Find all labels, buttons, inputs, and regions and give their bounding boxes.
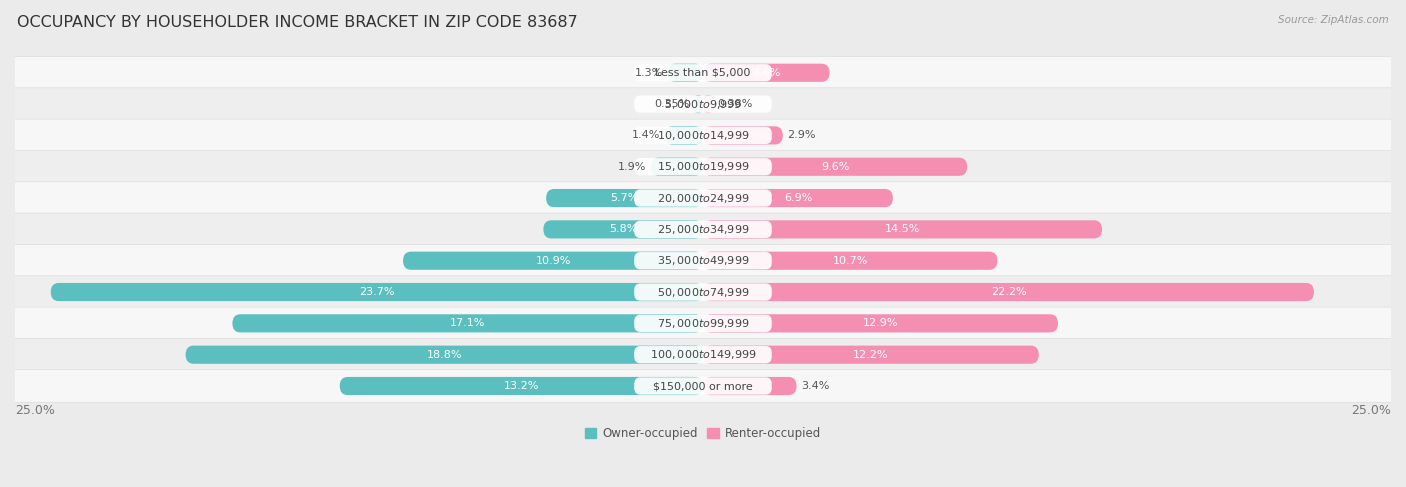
FancyBboxPatch shape xyxy=(634,315,772,332)
Text: 0.38%: 0.38% xyxy=(717,99,754,109)
Text: 14.5%: 14.5% xyxy=(884,225,920,234)
Text: 22.2%: 22.2% xyxy=(991,287,1026,297)
Text: 0.35%: 0.35% xyxy=(654,99,689,109)
Text: $150,000 or more: $150,000 or more xyxy=(654,381,752,391)
FancyBboxPatch shape xyxy=(634,283,772,300)
FancyBboxPatch shape xyxy=(703,126,783,145)
FancyBboxPatch shape xyxy=(634,189,772,206)
Text: 25.0%: 25.0% xyxy=(1351,404,1391,417)
FancyBboxPatch shape xyxy=(703,377,797,395)
FancyBboxPatch shape xyxy=(634,127,772,144)
FancyBboxPatch shape xyxy=(4,370,1402,402)
FancyBboxPatch shape xyxy=(4,276,1402,308)
Legend: Owner-occupied, Renter-occupied: Owner-occupied, Renter-occupied xyxy=(579,422,827,445)
FancyBboxPatch shape xyxy=(634,64,772,81)
FancyBboxPatch shape xyxy=(634,377,772,394)
Text: $20,000 to $24,999: $20,000 to $24,999 xyxy=(657,191,749,205)
FancyBboxPatch shape xyxy=(4,150,1402,183)
Text: $35,000 to $49,999: $35,000 to $49,999 xyxy=(657,254,749,267)
Text: 1.3%: 1.3% xyxy=(636,68,664,78)
Text: 10.7%: 10.7% xyxy=(832,256,868,266)
FancyBboxPatch shape xyxy=(665,126,703,145)
Text: 12.2%: 12.2% xyxy=(853,350,889,360)
FancyBboxPatch shape xyxy=(634,158,772,175)
FancyBboxPatch shape xyxy=(634,252,772,269)
Text: $75,000 to $99,999: $75,000 to $99,999 xyxy=(657,317,749,330)
Text: 6.9%: 6.9% xyxy=(783,193,813,203)
FancyBboxPatch shape xyxy=(693,95,703,113)
FancyBboxPatch shape xyxy=(703,64,830,82)
FancyBboxPatch shape xyxy=(4,119,1402,151)
Text: Less than $5,000: Less than $5,000 xyxy=(655,68,751,78)
Text: $50,000 to $74,999: $50,000 to $74,999 xyxy=(657,285,749,299)
Text: OCCUPANCY BY HOUSEHOLDER INCOME BRACKET IN ZIP CODE 83687: OCCUPANCY BY HOUSEHOLDER INCOME BRACKET … xyxy=(17,15,578,30)
Text: 17.1%: 17.1% xyxy=(450,318,485,328)
Text: $5,000 to $9,999: $5,000 to $9,999 xyxy=(664,97,742,111)
FancyBboxPatch shape xyxy=(4,88,1402,120)
FancyBboxPatch shape xyxy=(634,221,772,238)
Text: 3.4%: 3.4% xyxy=(800,381,830,391)
FancyBboxPatch shape xyxy=(651,158,703,176)
FancyBboxPatch shape xyxy=(703,220,1102,239)
FancyBboxPatch shape xyxy=(543,220,703,239)
FancyBboxPatch shape xyxy=(4,56,1402,89)
Text: 18.8%: 18.8% xyxy=(426,350,463,360)
FancyBboxPatch shape xyxy=(546,189,703,207)
FancyBboxPatch shape xyxy=(703,283,1315,301)
Text: 12.9%: 12.9% xyxy=(863,318,898,328)
FancyBboxPatch shape xyxy=(51,283,703,301)
FancyBboxPatch shape xyxy=(4,307,1402,339)
Text: Source: ZipAtlas.com: Source: ZipAtlas.com xyxy=(1278,15,1389,25)
Text: 10.9%: 10.9% xyxy=(536,256,571,266)
FancyBboxPatch shape xyxy=(634,95,772,112)
FancyBboxPatch shape xyxy=(703,314,1057,333)
Text: 1.9%: 1.9% xyxy=(619,162,647,172)
FancyBboxPatch shape xyxy=(4,213,1402,245)
FancyBboxPatch shape xyxy=(4,182,1402,214)
FancyBboxPatch shape xyxy=(4,244,1402,277)
FancyBboxPatch shape xyxy=(634,346,772,363)
Text: $100,000 to $149,999: $100,000 to $149,999 xyxy=(650,348,756,361)
FancyBboxPatch shape xyxy=(340,377,703,395)
Text: 9.6%: 9.6% xyxy=(821,162,849,172)
FancyBboxPatch shape xyxy=(703,158,967,176)
Text: 2.9%: 2.9% xyxy=(787,131,815,140)
Text: 1.4%: 1.4% xyxy=(631,131,661,140)
Text: $15,000 to $19,999: $15,000 to $19,999 xyxy=(657,160,749,173)
FancyBboxPatch shape xyxy=(703,346,1039,364)
Text: 5.7%: 5.7% xyxy=(610,193,638,203)
Text: $25,000 to $34,999: $25,000 to $34,999 xyxy=(657,223,749,236)
FancyBboxPatch shape xyxy=(404,252,703,270)
Text: 4.6%: 4.6% xyxy=(752,68,780,78)
FancyBboxPatch shape xyxy=(703,95,713,113)
Text: 13.2%: 13.2% xyxy=(503,381,538,391)
FancyBboxPatch shape xyxy=(703,252,997,270)
FancyBboxPatch shape xyxy=(703,189,893,207)
FancyBboxPatch shape xyxy=(186,346,703,364)
FancyBboxPatch shape xyxy=(668,64,703,82)
Text: 23.7%: 23.7% xyxy=(359,287,395,297)
FancyBboxPatch shape xyxy=(4,338,1402,371)
FancyBboxPatch shape xyxy=(232,314,703,333)
Text: 5.8%: 5.8% xyxy=(609,225,637,234)
Text: 25.0%: 25.0% xyxy=(15,404,55,417)
Text: $10,000 to $14,999: $10,000 to $14,999 xyxy=(657,129,749,142)
